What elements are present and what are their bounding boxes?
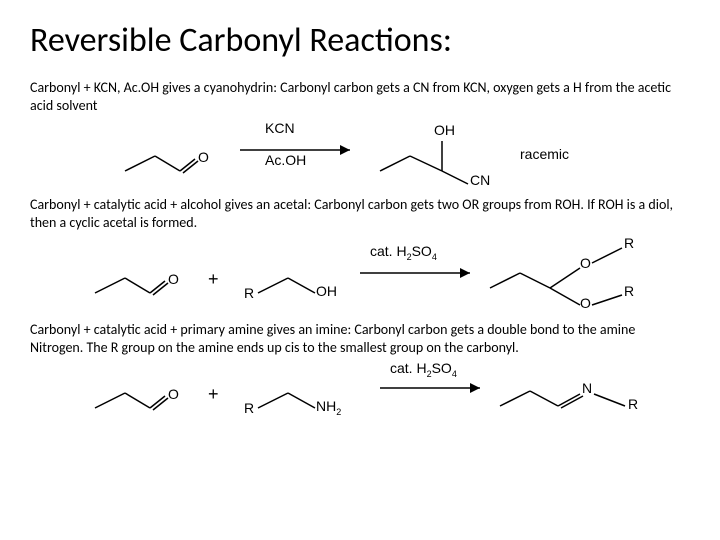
reaction2-description: Carbonyl + catalytic acid + alcohol give… [30, 196, 690, 231]
reaction1-scheme: O KCN Ac.OH OH CN racemic [40, 116, 680, 190]
r1-prod-OH: OH [434, 122, 455, 138]
r2-R1: R [624, 235, 634, 251]
r1-prod-CN: CN [470, 172, 490, 188]
r1-annotation: racemic [520, 146, 569, 162]
reaction3-scheme: O + R NH2 cat. H2SO4 N R [40, 358, 680, 424]
reaction1-description: Carbonyl + KCN, Ac.OH gives a cyanohydri… [30, 79, 690, 114]
page-title: Reversible Carbonyl Reactions: [30, 20, 690, 61]
r2-R2: R [624, 283, 634, 299]
r2-sm-O: O [168, 271, 179, 287]
reaction3-description: Carbonyl + catalytic acid + primary amin… [30, 321, 690, 356]
reaction1-svg [40, 116, 680, 190]
r1-cond1: KCN [265, 120, 295, 136]
r3-amine-NH2: NH2 [316, 398, 341, 417]
r2-roh-R: R [244, 285, 254, 301]
r3-amine-R: R [244, 400, 254, 416]
r3-prod-N: N [582, 380, 592, 396]
r2-cond: cat. H2SO4 [370, 243, 437, 262]
r2-roh-OH: OH [316, 283, 337, 299]
r1-cond2: Ac.OH [265, 152, 306, 168]
r3-cond: cat. H2SO4 [390, 360, 457, 379]
r2-O2: O [580, 295, 591, 311]
reaction2-scheme: O + R OH cat. H2SO4 O R O R [40, 233, 680, 315]
r2-plus: + [208, 269, 219, 290]
r2-O1: O [580, 255, 591, 271]
r3-prod-R: R [628, 396, 638, 412]
r3-sm-O: O [168, 386, 179, 402]
r3-plus: + [208, 384, 219, 405]
r1-sm-O: O [198, 149, 209, 165]
